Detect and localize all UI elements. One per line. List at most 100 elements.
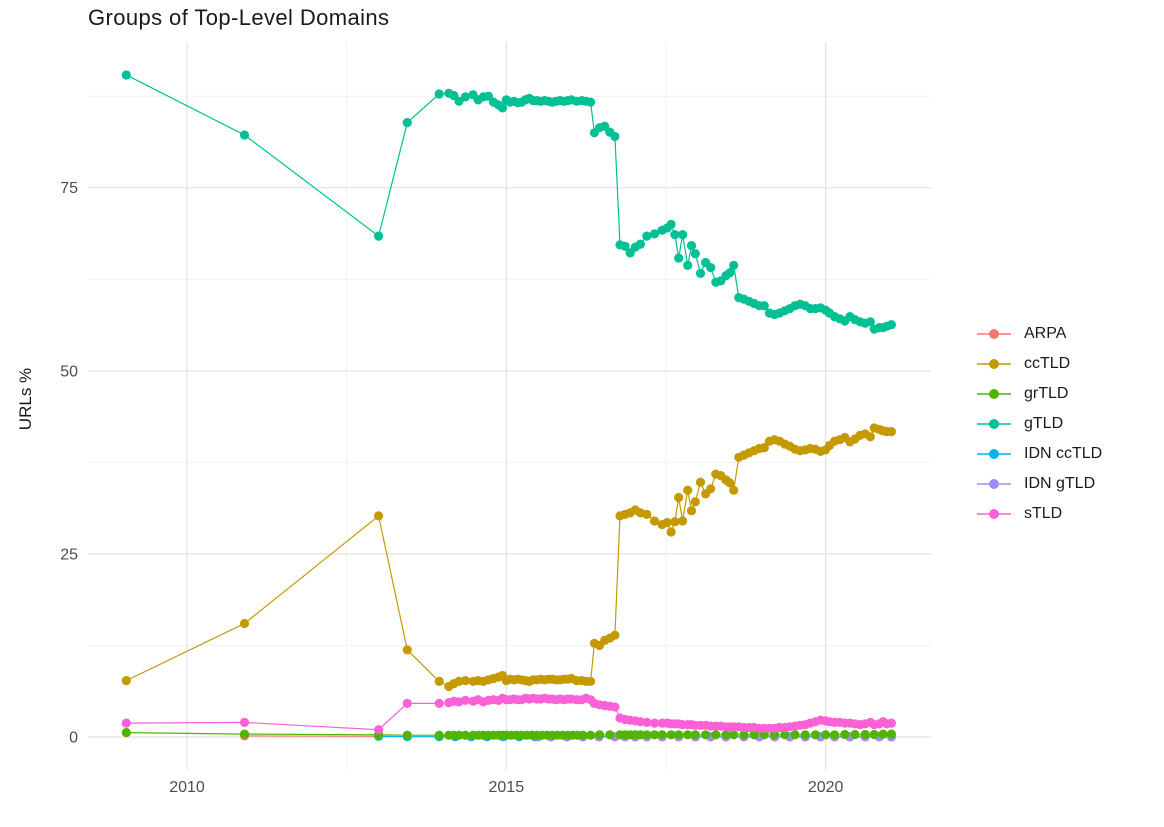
series-line-gtld	[126, 74, 892, 330]
data-point	[678, 516, 688, 526]
legend-item-arpa: ARPA	[977, 319, 1102, 349]
legend-label: IDN ccTLD	[1024, 445, 1103, 462]
data-point	[666, 730, 676, 740]
data-point	[690, 730, 700, 740]
legend-key-dot	[989, 509, 999, 519]
data-point	[674, 730, 684, 740]
data-point	[695, 477, 706, 487]
data-point	[830, 730, 840, 740]
legend-label: ARPA	[1024, 325, 1067, 342]
data-point	[497, 103, 508, 113]
data-point	[850, 729, 860, 740]
data-point	[374, 511, 384, 521]
data-point	[642, 730, 652, 740]
x-tick-label: 2010	[169, 779, 205, 796]
data-point	[239, 130, 250, 140]
legend-label: ccTLD	[1024, 355, 1071, 372]
legend-item-gtld: gTLD	[977, 409, 1102, 439]
data-point	[759, 301, 769, 311]
data-point	[674, 492, 684, 503]
data-point	[642, 231, 652, 241]
data-point	[695, 268, 706, 278]
data-point	[460, 730, 470, 740]
data-point	[759, 730, 769, 740]
data-point	[725, 268, 735, 278]
data-point	[821, 730, 831, 740]
data-point	[239, 618, 250, 629]
data-point	[239, 717, 250, 728]
data-point	[683, 485, 693, 495]
data-point	[729, 485, 739, 495]
data-point	[578, 730, 588, 740]
data-point	[739, 730, 749, 740]
legend-key-dot	[989, 329, 999, 339]
data-point	[840, 729, 850, 740]
data-point	[454, 730, 464, 740]
data-point	[690, 497, 700, 507]
legend-item-grtld: grTLD	[977, 379, 1102, 409]
data-point	[759, 443, 769, 453]
data-point	[865, 432, 875, 442]
legend-key-icon	[977, 419, 1011, 429]
legend-key-dot	[989, 359, 999, 369]
data-point	[666, 527, 676, 537]
data-point	[666, 219, 676, 229]
legend: ARPA ccTLD grTLD gTLD IDN ccTLD IDN gTLD sTLD	[977, 319, 1102, 529]
legend-item-idn-gtld: IDN gTLD	[977, 469, 1102, 499]
x-tick-label: 2015	[489, 779, 525, 796]
data-point	[460, 695, 470, 706]
data-point	[860, 729, 870, 740]
data-point	[402, 698, 412, 709]
legend-label: grTLD	[1024, 385, 1069, 402]
data-point	[725, 478, 735, 488]
data-point	[686, 241, 697, 251]
data-point	[642, 509, 652, 519]
data-point	[769, 730, 780, 740]
data-point	[121, 718, 131, 728]
data-point	[239, 729, 250, 739]
data-point	[878, 729, 888, 739]
data-point	[460, 92, 470, 102]
data-point	[649, 516, 660, 526]
data-point	[670, 517, 680, 527]
data-point	[434, 676, 444, 687]
data-point	[886, 718, 897, 728]
data-point	[662, 517, 672, 528]
axis-tick-labels: 0 25 50 75 2010 2015 2020	[60, 180, 843, 796]
legend-key-icon	[977, 479, 1011, 489]
data-point	[865, 317, 875, 327]
data-point	[869, 729, 879, 740]
series-points-stld	[121, 693, 897, 735]
legend-key-dot	[989, 389, 999, 399]
data-point	[674, 253, 684, 263]
data-point	[886, 427, 897, 437]
data-point	[121, 728, 131, 738]
data-point	[586, 97, 596, 107]
legend-item-cctld: ccTLD	[977, 349, 1102, 379]
data-point	[810, 730, 821, 740]
legend-key-icon	[977, 359, 1011, 369]
data-point	[701, 730, 711, 740]
data-point	[402, 730, 412, 740]
y-tick-label: 50	[60, 363, 78, 380]
series-points-gtld	[121, 70, 897, 334]
legend-label: gTLD	[1024, 415, 1064, 432]
data-point	[706, 263, 716, 273]
data-point	[686, 506, 697, 516]
data-point	[374, 725, 384, 735]
legend-key-icon	[977, 449, 1011, 459]
data-point	[610, 702, 620, 712]
data-point	[800, 730, 810, 740]
data-point	[605, 730, 615, 740]
legend-item-idn-cctld: IDN ccTLD	[977, 439, 1102, 469]
data-point	[642, 717, 652, 728]
data-point	[649, 730, 660, 740]
legend-key-icon	[977, 509, 1011, 519]
x-tick-label: 2020	[808, 779, 844, 796]
y-tick-label: 25	[60, 546, 78, 563]
legend-key-icon	[977, 389, 1011, 399]
data-point	[721, 730, 731, 740]
data-point	[454, 96, 464, 106]
data-point	[610, 630, 620, 640]
